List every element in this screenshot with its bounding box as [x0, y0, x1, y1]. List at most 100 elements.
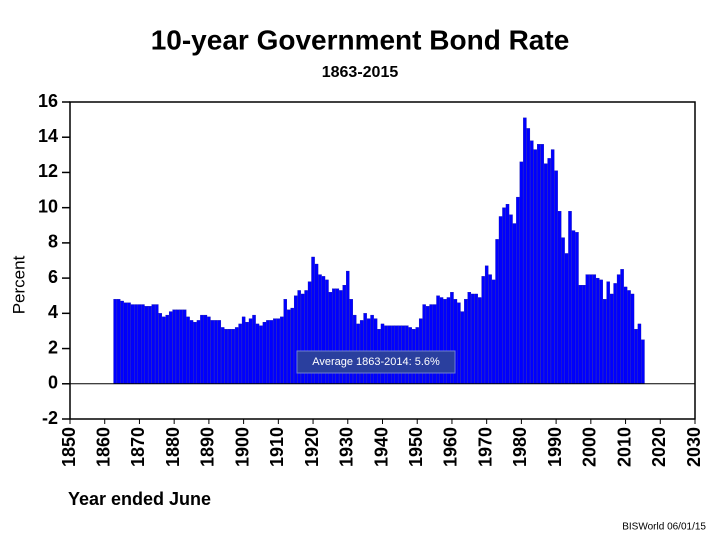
bar [193, 321, 197, 384]
bar [620, 269, 624, 384]
bar [287, 309, 291, 384]
bar [575, 232, 579, 384]
bar [627, 290, 631, 384]
bar [509, 214, 513, 384]
bar [460, 311, 465, 384]
bar [120, 300, 124, 384]
bar [123, 302, 128, 384]
bar [596, 277, 600, 384]
bar [537, 144, 541, 384]
bar [519, 161, 524, 384]
bar [561, 237, 565, 384]
bar [634, 329, 638, 384]
bar [280, 316, 284, 384]
bar [259, 325, 263, 384]
x-tick-label: 2000 [580, 427, 600, 467]
bar [144, 306, 149, 384]
bar [623, 286, 628, 384]
bar [241, 316, 246, 384]
bar [502, 207, 506, 384]
bar [530, 140, 534, 384]
bar [516, 196, 520, 384]
bar [495, 239, 499, 384]
bar [467, 292, 472, 384]
y-axis-label: Percent [9, 255, 28, 314]
bar [210, 320, 215, 384]
bar [488, 274, 492, 384]
x-tick-label: 1900 [232, 427, 252, 467]
x-tick-label: 1980 [510, 427, 530, 467]
bar [582, 285, 586, 384]
bar [533, 149, 537, 384]
bar [457, 302, 461, 384]
bar [603, 299, 607, 384]
bar [523, 117, 527, 384]
x-tick-label: 1930 [337, 427, 357, 467]
x-tick-label: 1850 [59, 427, 79, 467]
bar [189, 320, 194, 384]
bar [172, 309, 176, 384]
bar [231, 329, 235, 384]
x-tick-label: 1940 [371, 427, 391, 467]
x-tick-label: 1860 [93, 427, 113, 467]
bar [557, 211, 562, 384]
bar [609, 293, 614, 384]
bar [203, 314, 208, 384]
x-tick-label: 1870 [128, 427, 148, 467]
bar [155, 304, 159, 384]
bar [162, 316, 166, 384]
bar [252, 314, 256, 384]
bar [217, 320, 222, 384]
bar [224, 329, 228, 384]
bar [589, 274, 593, 384]
y-tick-label: 4 [48, 302, 58, 322]
bar [547, 158, 551, 384]
chart-subtitle: 1863-2015 [322, 64, 399, 81]
bar [165, 314, 169, 384]
bar [269, 320, 274, 384]
bar [182, 309, 187, 384]
bar [471, 293, 475, 384]
bar [168, 311, 173, 384]
bar [571, 230, 576, 384]
bar [606, 281, 610, 384]
bar [641, 339, 645, 384]
bar [554, 170, 558, 384]
bar [273, 318, 277, 384]
x-tick-label: 2030 [684, 427, 704, 467]
bar [290, 307, 294, 384]
bar [543, 163, 548, 384]
x-tick-label: 2010 [614, 427, 634, 467]
bar [484, 265, 489, 384]
bar [127, 302, 131, 384]
bar [186, 316, 190, 384]
y-tick-label: 10 [38, 196, 58, 216]
bar [474, 293, 478, 384]
bar [491, 279, 496, 384]
bar [512, 223, 517, 384]
bar [568, 211, 572, 384]
bar [130, 304, 135, 384]
x-tick-label: 1990 [545, 427, 565, 467]
x-axis-label: Year ended June [68, 489, 211, 509]
bar [464, 299, 468, 384]
bar [234, 327, 239, 384]
x-tick-label: 1910 [267, 427, 287, 467]
bar [175, 309, 180, 384]
bar [498, 216, 503, 384]
x-tick-label: 1960 [441, 427, 461, 467]
x-tick-label: 1880 [163, 427, 183, 467]
bar [148, 306, 152, 384]
bar [637, 323, 642, 384]
y-tick-label: 0 [48, 373, 58, 393]
x-tick-label: 1890 [198, 427, 218, 467]
y-tick-label: 6 [48, 267, 58, 287]
y-tick-label: 12 [38, 161, 58, 181]
bar [481, 276, 485, 384]
annotation-box [296, 350, 456, 374]
bar [550, 149, 555, 384]
y-tick-label: 2 [48, 337, 58, 357]
bar [134, 304, 138, 384]
chart-title: 10-year Government Bond Rate [151, 24, 570, 55]
